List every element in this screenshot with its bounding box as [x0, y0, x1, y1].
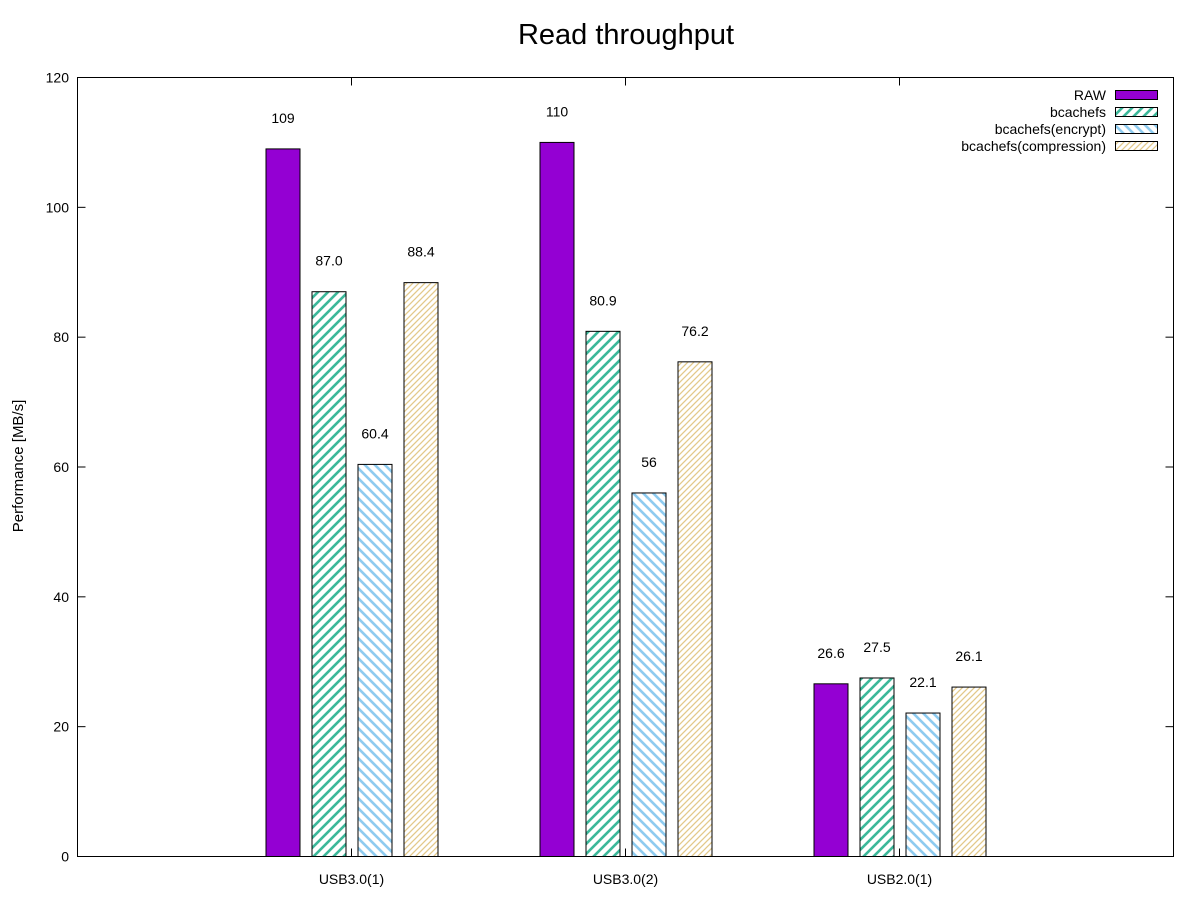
legend: RAWbcachefsbcachefs(encrypt)bcachefs(com…: [961, 87, 1158, 154]
bar: [403, 282, 439, 857]
legend-label: bcachefs: [1050, 104, 1106, 120]
bar: [585, 330, 621, 857]
data-label: 26.1: [955, 648, 982, 664]
legend-label: bcachefs(compression): [961, 138, 1106, 154]
y-tick-label: 20: [53, 719, 69, 735]
bar: [677, 361, 713, 857]
x-tick-label: USB2.0(1): [867, 871, 932, 887]
y-tick-label: 40: [53, 589, 69, 605]
plot-frame: [77, 77, 1174, 857]
chart-title: Read throughput: [518, 19, 734, 51]
bar: [265, 148, 301, 858]
bar: [631, 492, 667, 857]
bar: [859, 677, 895, 858]
y-tick-label: 60: [53, 459, 69, 475]
legend-swatch: [1115, 107, 1158, 117]
x-tick-label: USB3.0(1): [319, 871, 384, 887]
data-label: 87.0: [315, 253, 342, 269]
y-tick-label: 80: [53, 329, 69, 345]
data-label: 76.2: [681, 323, 708, 339]
legend-swatch: [1115, 90, 1158, 100]
bar: [951, 686, 987, 857]
data-label: 56: [641, 454, 657, 470]
data-label: 60.4: [361, 425, 388, 441]
y-tick-label: 120: [46, 70, 70, 86]
data-label: 80.9: [589, 292, 616, 308]
data-label: 110: [546, 103, 569, 119]
bar-series-group: [265, 141, 987, 858]
data-label: 27.5: [863, 639, 890, 655]
bar: [813, 683, 849, 857]
y-axis-label: Performance [MB/s]: [10, 400, 27, 533]
data-label: 88.4: [407, 244, 434, 260]
bar: [357, 463, 393, 857]
legend-label: RAW: [1074, 87, 1107, 103]
data-label: 109: [271, 110, 295, 126]
y-tick-label: 0: [61, 849, 69, 865]
bar: [311, 291, 347, 858]
data-label: 26.6: [817, 645, 844, 661]
legend-swatch: [1115, 124, 1158, 134]
bar: [539, 141, 575, 857]
legend-swatch: [1115, 141, 1158, 151]
x-axis: USB3.0(1) USB3.0(2) USB2.0(1): [319, 77, 932, 887]
data-labels: 109 110 26.6 87.0 80.9 27.5 60.4 56 22.1 88.4 76.2…: [271, 103, 983, 690]
y-tick-label: 100: [46, 199, 70, 215]
data-label: 22.1: [909, 674, 936, 690]
bar: [905, 712, 941, 858]
legend-label: bcachefs(encrypt): [995, 121, 1106, 137]
x-tick-label: USB3.0(2): [593, 871, 658, 887]
y-axis: 0 20 40 60 80 100 120: [46, 70, 1174, 865]
